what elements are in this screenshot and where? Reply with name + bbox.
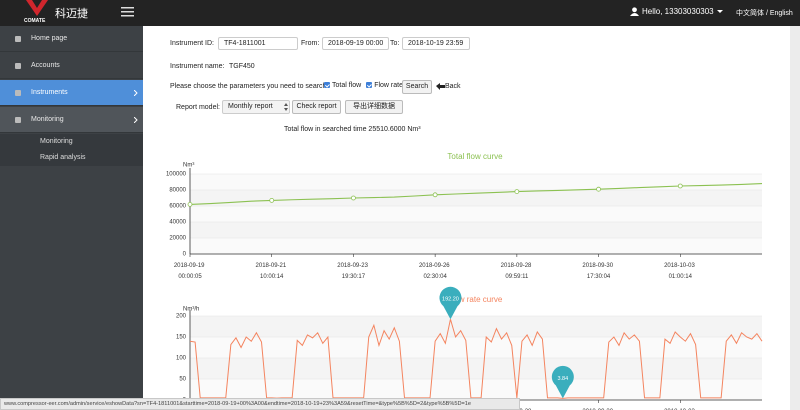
y-tick-label: 80000 (169, 188, 186, 194)
label: Instrument ID: (170, 40, 214, 47)
select-arrows (284, 103, 288, 111)
data-line (189, 319, 763, 399)
export-button[interactable]: 导出详细数据 (345, 100, 403, 114)
instrument-name: TGF450 (229, 63, 255, 70)
y-tick-label: 40000 (169, 220, 186, 226)
sub-item[interactable]: Monitoring (0, 134, 143, 150)
data-point (596, 186, 601, 192)
chevron (134, 117, 138, 123)
search-button[interactable]: Search (402, 80, 432, 94)
instrument-id-input[interactable]: TF4-1811001 (218, 37, 298, 50)
nav-item[interactable]: Accounts (0, 53, 143, 79)
y-tick-label: 60000 (169, 204, 186, 210)
split-area (190, 316, 762, 337)
marker-label: 192.20 (442, 297, 459, 303)
nav-item[interactable]: Instruments (0, 80, 143, 106)
x-tick-label: 2018-09-30 17:30:04 (582, 263, 614, 280)
data-point (432, 192, 438, 198)
split-area (190, 337, 762, 358)
back-link[interactable]: Back (445, 83, 461, 90)
x-tick-label: 2018-09-30 17:30:04 (582, 409, 614, 410)
y-tick-label: 100000 (166, 172, 187, 178)
chart-title: Flow rate curve (448, 295, 503, 304)
to-input[interactable]: 2018-10-19 23:59 (402, 37, 470, 50)
marker-pin (439, 286, 462, 320)
marker-pin (551, 365, 574, 399)
x-tick-label: 2018-09-21 10:00:14 (256, 263, 288, 280)
label: From: (301, 40, 320, 47)
data-point (677, 183, 683, 189)
x-tick-label: 2018-09-28 09:59:11 (501, 263, 533, 280)
sidebar: Home page Accounts Instruments Monitoring Mo… (0, 26, 143, 410)
nav-item[interactable]: Home page (0, 26, 143, 52)
chart-title: Total flow curve (447, 152, 503, 161)
back-icon (436, 83, 445, 90)
param-prompt: Please choose the parameters you need to… (170, 83, 329, 90)
split-area (190, 238, 762, 254)
nav-icon (15, 63, 21, 69)
checkbox-option[interactable]: Flow rate (366, 82, 403, 89)
chevron (134, 90, 138, 96)
language-switch[interactable]: 中文简体 / English (736, 10, 793, 17)
data-line (189, 183, 763, 205)
param-options: Total flow Flow rate (324, 82, 408, 89)
x-tick-label: 2018-09-26 02:30:04 (419, 263, 451, 280)
data-point (514, 189, 520, 195)
checkbox[interactable] (324, 82, 330, 89)
nav-icon (15, 36, 21, 42)
logo-icon (26, 0, 48, 16)
y-unit: Nm³/h (183, 307, 199, 313)
data-point (187, 201, 193, 207)
report-model-select[interactable]: Monthly report (222, 100, 290, 114)
split-area (190, 190, 762, 206)
label: To: (390, 40, 400, 47)
user-icon (630, 7, 639, 16)
y-tick-label: 20000 (169, 236, 186, 242)
label: Instrument name: (170, 63, 225, 70)
y-tick-label: 100 (176, 356, 187, 362)
checkbox-label: Total flow (332, 82, 362, 89)
x-tick-label: 2018-09-23 19:30:17 (337, 263, 369, 280)
from-input[interactable]: 2018-09-19 00:00 (322, 37, 389, 50)
data-point (269, 197, 275, 203)
top-bar: 科迈捷 COMATE Hello, 13303030303 中文简体 / Eng… (0, 0, 800, 26)
y-tick-label: 50 (179, 377, 186, 383)
nav-icon (15, 90, 21, 96)
x-tick-label: 2018-10-03 01:00:14 (664, 409, 696, 410)
scrollbar (790, 26, 800, 410)
y-tick-label: 0 (183, 252, 187, 258)
split-area (190, 222, 762, 238)
split-area (190, 174, 762, 190)
split-area (190, 379, 762, 400)
nav-icon (15, 117, 21, 123)
y-unit: Nm³ (183, 163, 194, 169)
check-report-button[interactable]: Check report (292, 100, 341, 114)
checkbox-option[interactable]: Total flow (324, 82, 361, 89)
split-area (190, 358, 762, 379)
y-tick-label: 200 (176, 314, 187, 320)
menu-toggle[interactable] (121, 6, 135, 18)
brand: 科迈捷 (55, 8, 88, 20)
nav-item[interactable]: Monitoring (0, 107, 143, 133)
status-bar: www.compressor-eer.com/admin/service/esh… (0, 398, 520, 410)
x-tick-label: 2018-09-19 00:00:05 (174, 263, 206, 280)
x-tick-label: 2018-10-03 01:00:14 (664, 263, 696, 280)
total-summary: Total flow in searched time 25510.6000 N… (284, 126, 421, 133)
caret (717, 10, 723, 13)
user-greeting[interactable]: Hello, 13303030303 (642, 7, 714, 16)
label: Report model: (176, 104, 220, 111)
marker-label: 3.84 (557, 376, 568, 382)
checkbox-label: Flow rate (374, 82, 403, 89)
sub-item[interactable]: Rapid analysis (0, 150, 143, 166)
split-area (190, 206, 762, 222)
checkbox[interactable] (366, 82, 373, 89)
brand-sub: COMATE (24, 18, 46, 24)
y-tick-label: 150 (176, 335, 187, 341)
data-point (351, 195, 356, 201)
